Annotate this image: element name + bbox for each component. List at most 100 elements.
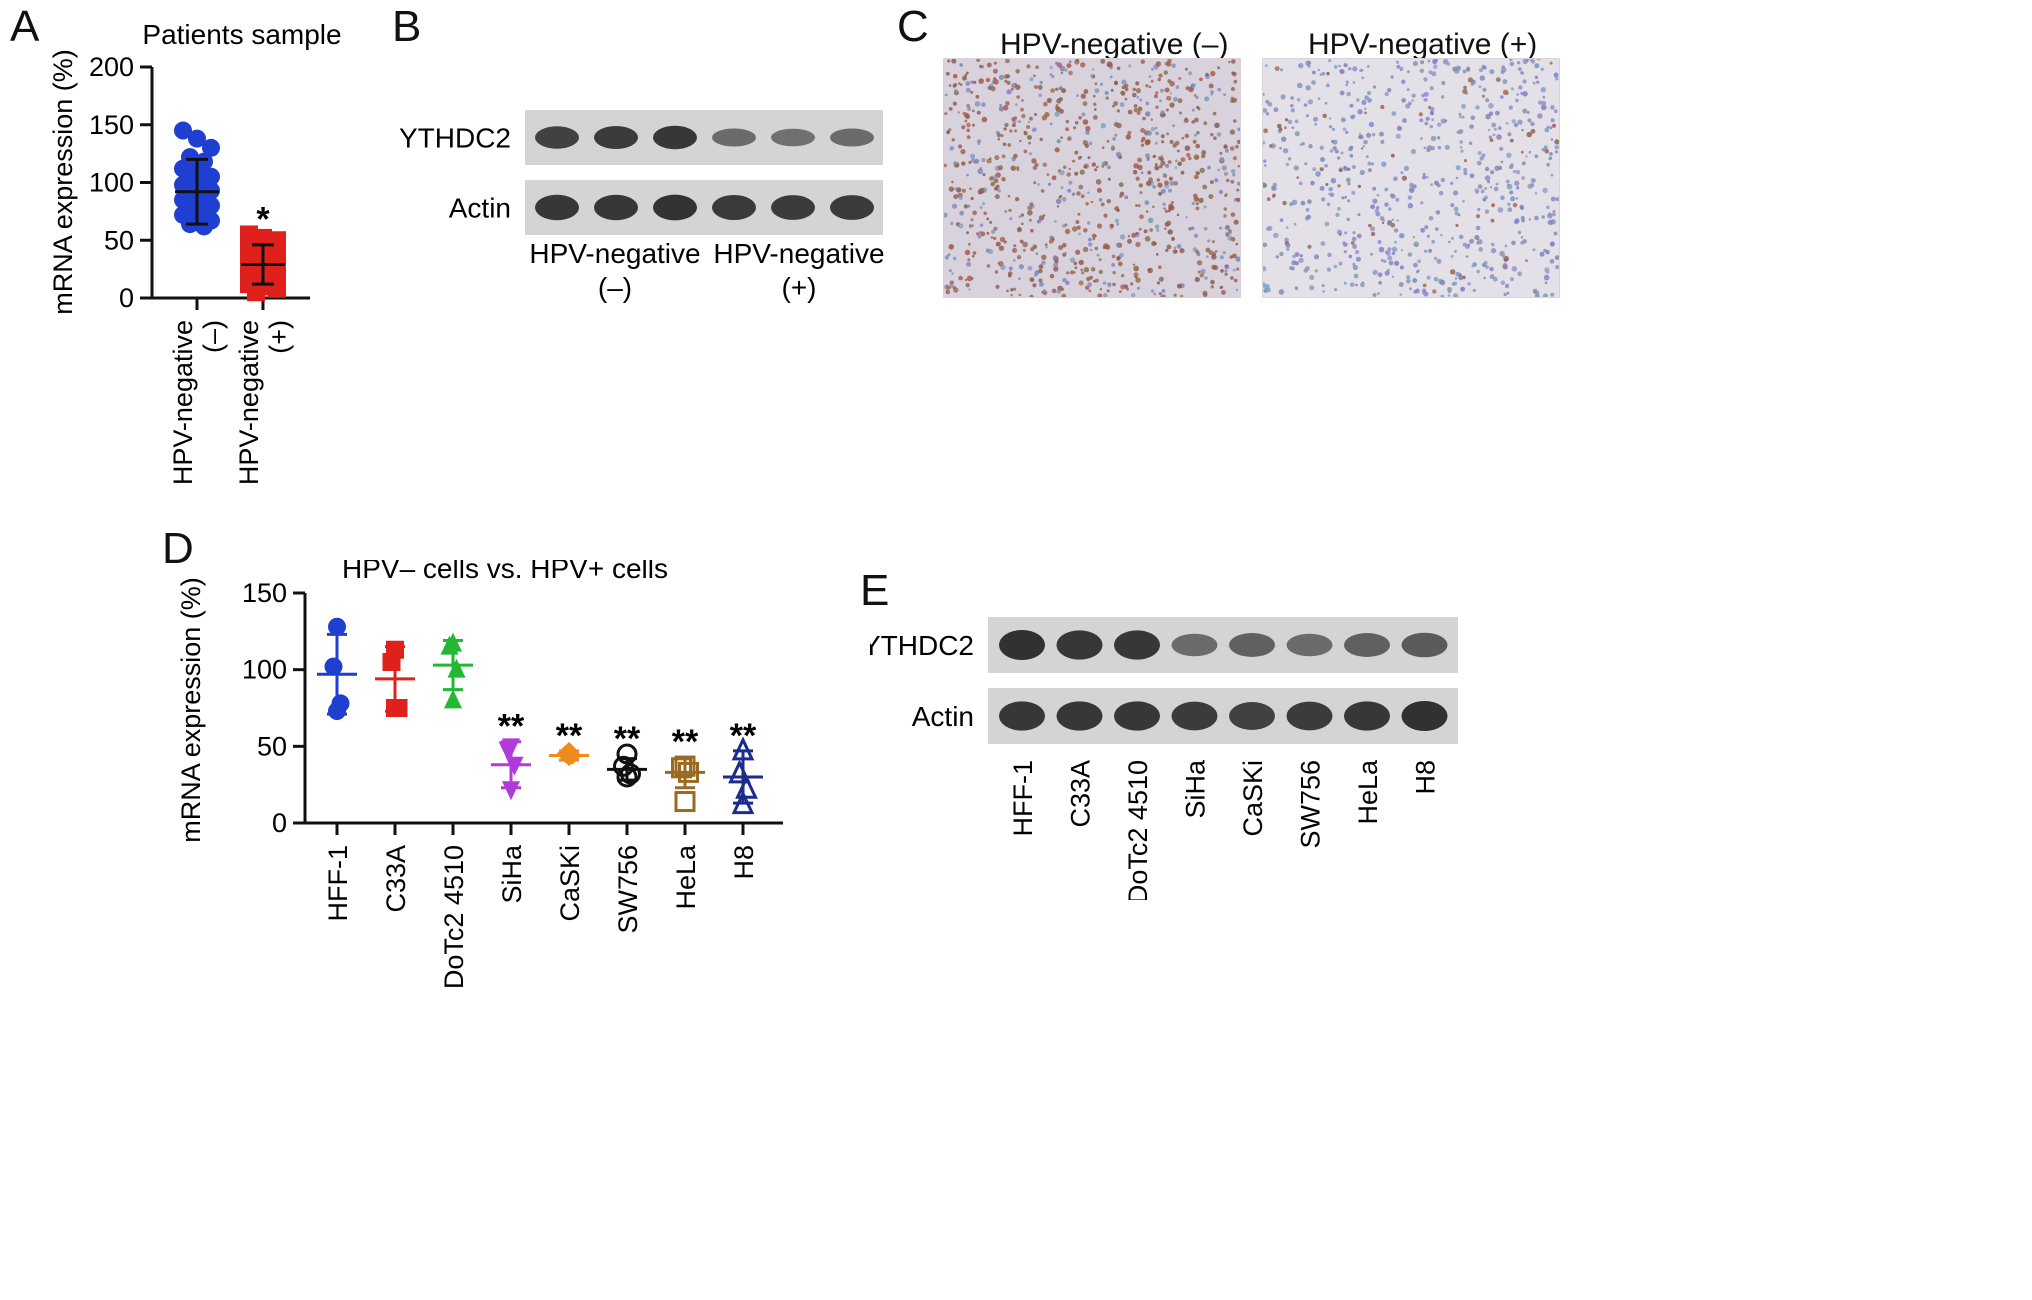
cell-nucleus [1185,216,1188,219]
cell-nucleus [1060,136,1063,139]
cell-nucleus [1335,212,1340,217]
cell-nucleus [1509,190,1514,195]
cell-nucleus [1049,122,1053,126]
cell-nucleus [1028,152,1032,156]
cell-nucleus [1162,173,1166,176]
cell-nucleus [1319,145,1324,150]
cell-nucleus [1428,216,1434,221]
cell-nucleus [1520,236,1524,239]
cell-nucleus [1440,233,1443,237]
cell-nucleus [1171,236,1175,241]
cell-nucleus [1152,205,1155,209]
cell-nucleus [1454,277,1458,280]
cell-nucleus [1009,129,1013,133]
cell-nucleus [952,73,958,79]
cell-nucleus [1019,239,1024,244]
cell-nucleus [1049,273,1055,279]
cell-nucleus [1110,223,1114,227]
cell-nucleus [1507,202,1511,206]
cell-nucleus [1106,199,1111,204]
cell-nucleus [1294,252,1300,257]
cell-nucleus [959,210,965,216]
group-caski: ** [549,717,589,767]
cell-nucleus [1410,148,1416,155]
cell-nucleus [968,160,972,164]
cell-nucleus [1087,221,1091,225]
cell-nucleus [1550,118,1555,123]
cell-nucleus [1326,83,1330,88]
cell-nucleus [1230,212,1236,217]
cell-nucleus [946,130,950,135]
cell-nucleus [1010,87,1014,91]
cell-nucleus [1290,96,1294,100]
cell-nucleus [1207,239,1211,243]
cell-nucleus [1291,199,1298,205]
cell-nucleus [1544,127,1550,133]
cell-nucleus [1340,117,1346,123]
cell-nucleus [1338,64,1341,68]
cell-nucleus [977,189,983,195]
cell-nucleus [1530,128,1536,134]
cell-nucleus [948,84,952,87]
cell-nucleus [1146,130,1152,136]
cell-nucleus [1448,290,1451,294]
cell-nucleus [1029,116,1033,121]
cell-nucleus [1074,266,1078,270]
cell-nucleus [1048,239,1054,244]
cell-nucleus [1528,218,1531,221]
cell-nucleus [1522,79,1527,84]
cell-nucleus [1463,171,1468,176]
cell-nucleus [1201,153,1206,159]
cell-nucleus [1096,187,1102,193]
blot-band [594,194,638,221]
cell-nucleus [1331,127,1336,131]
cell-nucleus [1084,143,1089,148]
cell-nucleus [1003,127,1007,131]
cell-nucleus [1436,258,1442,264]
cell-nucleus [1228,60,1231,64]
cell-nucleus [952,285,956,290]
cell-nucleus [1528,150,1532,154]
cell-nucleus [1511,266,1518,272]
x-tick-label: HPV-negative(–) [168,320,228,485]
cell-nucleus [1506,291,1510,295]
cell-nucleus [1131,232,1137,238]
cell-nucleus [1172,124,1175,128]
cell-nucleus [1061,288,1065,291]
cell-nucleus [1009,217,1013,221]
cell-nucleus [1286,247,1290,251]
cell-nucleus [949,146,955,151]
cell-nucleus [1441,81,1446,85]
cell-nucleus [1399,66,1404,71]
cell-nucleus [1519,204,1524,210]
cell-nucleus [1466,67,1471,72]
cell-nucleus [1180,294,1184,297]
cell-nucleus [1308,144,1313,149]
cell-nucleus [1188,71,1192,76]
cell-nucleus [1078,184,1084,190]
cell-nucleus [1482,65,1487,70]
cell-nucleus [1120,234,1126,240]
cell-nucleus [1164,87,1170,93]
cell-nucleus [1098,258,1102,262]
cell-nucleus [1237,127,1240,132]
cell-nucleus [1216,132,1222,137]
cell-nucleus [1137,204,1141,208]
cell-nucleus [1235,288,1239,292]
cell-nucleus [1502,79,1508,85]
cell-nucleus [952,101,957,106]
cell-nucleus [1500,195,1505,201]
panel-label-b: B [392,2,422,51]
cell-nucleus [1352,264,1358,271]
cell-nucleus [1407,195,1413,200]
blot-group-label: HPV-negative [529,238,700,269]
cell-nucleus [1082,119,1089,125]
cell-nucleus [1435,210,1441,215]
cell-nucleus [1087,282,1092,287]
blot-band [999,701,1045,731]
cell-nucleus [1462,69,1467,74]
cell-nucleus [1492,276,1498,282]
cell-nucleus [1291,266,1295,271]
cell-nucleus [948,244,955,250]
cell-nucleus [1282,148,1289,154]
